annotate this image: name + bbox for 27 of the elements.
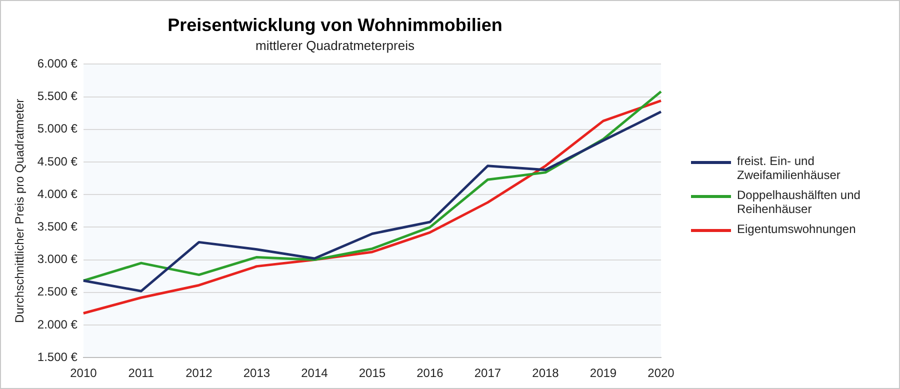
chart-subtitle: mittlerer Quadratmeterpreis: [256, 38, 415, 53]
x-tick-label: 2014: [301, 366, 328, 380]
y-axis-title: Durchschnittlicher Preis pro Quadratmeter: [12, 98, 27, 323]
x-tick-label: 2012: [186, 366, 213, 380]
x-tick-label: 2016: [416, 366, 444, 380]
x-tick-label: 2010: [70, 366, 98, 380]
y-tick-label: 4.500 €: [37, 154, 78, 168]
y-tick-label: 5.500 €: [37, 89, 78, 104]
x-tick-label: 2015: [358, 366, 386, 380]
y-tick-label: 3.500 €: [37, 220, 78, 234]
legend-label: Doppelhaushälften und Reihenhäuser: [737, 188, 862, 216]
y-tick-label: 2.500 €: [37, 284, 78, 299]
x-tick-label: 2017: [474, 366, 502, 380]
legend-label: freist. Ein- und Zweifamilienhäuser: [737, 154, 842, 182]
y-tick-label: 6.000 €: [37, 56, 78, 71]
x-tick-label: 2011: [128, 366, 154, 380]
y-tick-label: 3.000 €: [37, 252, 78, 266]
y-tick-label: 5.000 €: [37, 122, 78, 136]
x-tick-label: 2019: [590, 366, 617, 380]
x-tick-label: 2020: [648, 366, 675, 380]
legend-label: Eigentumswohnungen: [737, 222, 856, 236]
chart-title: Preisentwicklung von Wohnimmobilien: [168, 14, 502, 35]
x-tick-label: 2018: [532, 366, 560, 380]
y-tick-label: 4.000 €: [37, 186, 78, 201]
y-tick-label: 2.000 €: [37, 317, 78, 332]
x-tick-label: 2013: [243, 366, 270, 380]
y-tick-label: 1.500 €: [37, 350, 78, 364]
